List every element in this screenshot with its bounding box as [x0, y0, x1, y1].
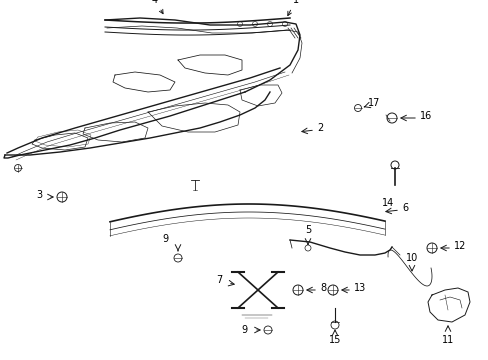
Text: 13: 13: [353, 283, 366, 293]
Text: 4: 4: [152, 0, 163, 14]
Text: 9: 9: [162, 234, 168, 244]
Text: 6: 6: [401, 203, 407, 213]
Text: 3: 3: [36, 190, 42, 200]
Text: 9: 9: [242, 325, 247, 335]
Text: 15: 15: [328, 335, 341, 345]
Text: 12: 12: [453, 241, 466, 251]
Text: 7: 7: [215, 275, 222, 285]
Text: 17: 17: [367, 98, 380, 108]
Text: 14: 14: [381, 198, 393, 208]
Text: 8: 8: [319, 283, 325, 293]
Text: 1: 1: [287, 0, 299, 15]
Text: 5: 5: [304, 225, 310, 235]
Text: 16: 16: [419, 111, 431, 121]
Text: 11: 11: [441, 335, 453, 345]
Text: 10: 10: [405, 253, 417, 263]
Text: 2: 2: [316, 123, 323, 133]
